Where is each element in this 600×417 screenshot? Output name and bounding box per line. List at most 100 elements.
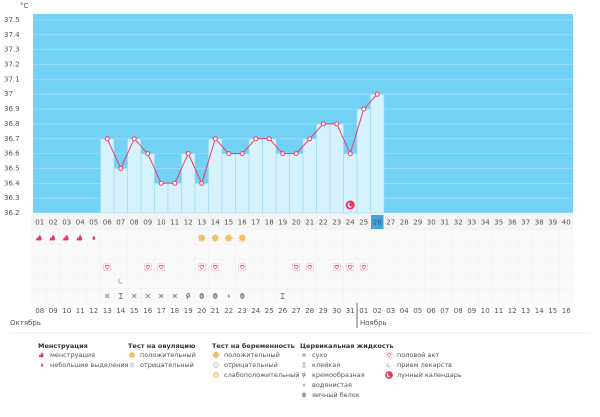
- marker-heart: [103, 263, 112, 271]
- marker-dry: [131, 293, 137, 299]
- marker-heart: [332, 263, 341, 271]
- marker-menstruation: [49, 234, 56, 241]
- cross: [158, 293, 164, 299]
- day-number: 11: [170, 219, 179, 227]
- creamy: [186, 293, 191, 299]
- marker-heart: [359, 263, 368, 271]
- marker-menstruation: [63, 234, 69, 241]
- marker-dry: [145, 293, 151, 299]
- y-tick-label: 36.2: [4, 209, 20, 217]
- y-tick-label: 37.2: [4, 61, 20, 69]
- drop: [78, 234, 83, 241]
- date-label: 05: [413, 307, 422, 315]
- y-tick-label: 37.1: [4, 75, 20, 83]
- cross: [104, 293, 110, 299]
- temperature-point: [320, 121, 326, 127]
- temperature-column: [208, 138, 223, 214]
- heart: [145, 264, 150, 270]
- date-label: 16: [143, 307, 152, 315]
- marker-dry: [302, 353, 306, 357]
- temperature-point: [361, 106, 367, 112]
- temperature-column: [370, 93, 385, 214]
- marker-watery: [227, 294, 230, 298]
- temperature-point: [145, 151, 151, 157]
- marker-spotting: [40, 363, 44, 367]
- day-number: 40: [562, 219, 571, 227]
- marker-sun: [224, 234, 233, 242]
- marker-sticky: [302, 362, 306, 368]
- temperature-point: [266, 136, 272, 142]
- legend-item: кремообразная: [312, 371, 365, 379]
- heart: [213, 264, 218, 270]
- marker-medication: [386, 362, 393, 368]
- temperature-point: [293, 151, 299, 157]
- marker-medication: [117, 277, 125, 284]
- temperature-column: [248, 138, 263, 214]
- cross: [131, 293, 137, 299]
- sticky: [302, 362, 306, 368]
- day-number: 23: [332, 219, 341, 227]
- date-label: 20: [197, 307, 206, 315]
- test: [213, 352, 219, 358]
- temperature-point: [199, 180, 205, 186]
- temperature-column: [194, 183, 209, 214]
- drop: [51, 234, 56, 241]
- legend-item: яичный белок: [312, 391, 360, 399]
- marker-sticky: [118, 293, 123, 299]
- sun-core: [239, 235, 245, 241]
- date-label: 11: [494, 307, 503, 315]
- marker-egg: [212, 293, 218, 299]
- day-number: 25: [359, 219, 368, 227]
- heart: [307, 264, 312, 270]
- legend-item: прием лекарств: [397, 361, 452, 369]
- marker-heart: [238, 263, 247, 271]
- marker-creamy: [186, 293, 191, 299]
- date-label: 19: [184, 307, 193, 315]
- temperature-point: [253, 136, 259, 142]
- date-label: 08: [454, 307, 463, 315]
- sun-core: [129, 362, 135, 368]
- date-label: 25: [265, 307, 274, 315]
- highlight-day-box: [371, 215, 384, 229]
- date-label: 31: [346, 307, 355, 315]
- date-label: 10: [62, 307, 71, 315]
- y-tick-label: 36.5: [4, 164, 20, 172]
- heart: [334, 264, 339, 270]
- drop: [64, 234, 69, 241]
- date-label: 21: [211, 307, 220, 315]
- marker-egg: [199, 293, 205, 299]
- day-number: 14: [211, 219, 220, 227]
- sun-core: [212, 235, 218, 241]
- date-label: 04: [400, 307, 409, 315]
- temperature-point: [158, 180, 164, 186]
- temperature-point: [280, 151, 286, 157]
- drop: [76, 237, 79, 241]
- marker-preg-neg: [213, 362, 219, 368]
- creamy: [302, 372, 306, 378]
- temperature-point: [334, 121, 340, 127]
- marker-spotting: [92, 235, 96, 240]
- marker-dry: [104, 293, 110, 299]
- temperature-point: [104, 136, 110, 142]
- temperature-point: [239, 151, 245, 157]
- temperature-column: [275, 153, 290, 214]
- day-number: 09: [143, 219, 152, 227]
- day-row-bg: [31, 214, 573, 230]
- day-number: 22: [319, 219, 328, 227]
- temperature-column: [289, 153, 304, 214]
- date-label: 12: [508, 307, 517, 315]
- marker-dry: [158, 293, 164, 299]
- day-number: 19: [278, 219, 287, 227]
- legend-item: небольшие выделения: [50, 361, 129, 369]
- heart: [387, 353, 391, 358]
- egg-yolk: [214, 295, 217, 298]
- date-label: 14: [116, 307, 125, 315]
- legend-title: Менструация: [38, 342, 88, 350]
- month-label: Ноябрь: [360, 319, 387, 327]
- marker-menstruation: [38, 352, 44, 358]
- egg-yolk: [303, 394, 305, 397]
- marker-menstruation: [76, 234, 83, 241]
- day-number: 03: [62, 219, 71, 227]
- day-number: 27: [386, 219, 395, 227]
- date-label: 06: [427, 307, 436, 315]
